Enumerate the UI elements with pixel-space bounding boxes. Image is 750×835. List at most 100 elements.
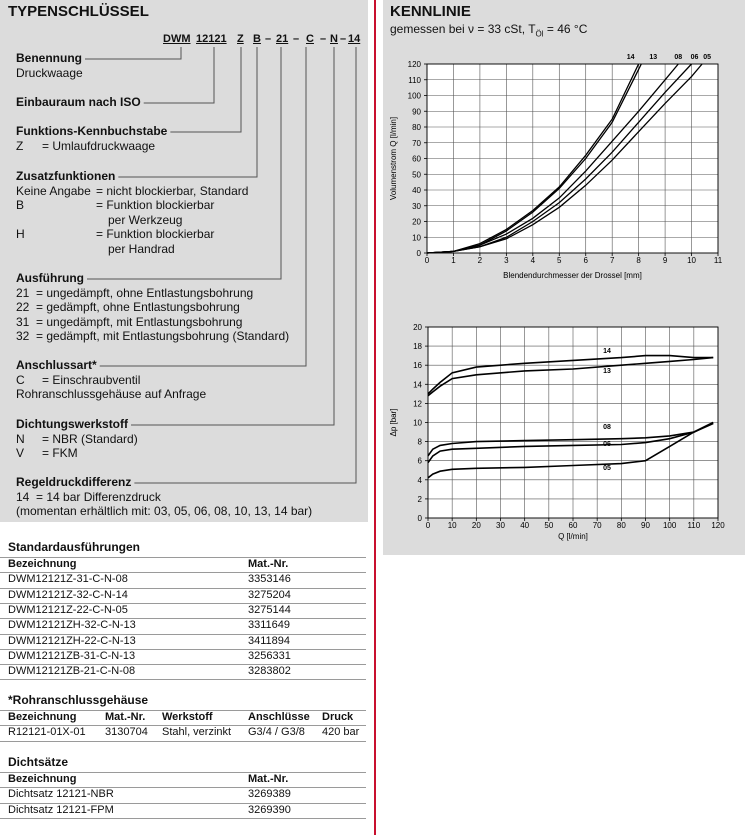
curve (427, 356, 714, 397)
table-cell: DWM12121ZB-31-C-N-13 (8, 649, 136, 662)
table-header: Werkstoff (162, 711, 213, 723)
curve (427, 422, 714, 464)
row-line (0, 817, 366, 819)
y-tick-label: 10 (412, 233, 421, 242)
code-part: – (340, 33, 347, 45)
table-cell: 3311649 (248, 619, 291, 632)
kennlinie-title: KENNLINIE (390, 3, 471, 20)
table-cell: 3269390 (248, 803, 291, 816)
table-cell: DWM12121Z-32-C-N-14 (8, 588, 128, 601)
table-title: Dichtsätze (8, 755, 69, 769)
y-tick-label: 60 (412, 155, 421, 164)
item-text: = 14 bar Differenzdruck (36, 489, 161, 504)
row-line (0, 679, 366, 681)
x-tick-label: 3 (504, 256, 509, 265)
x-axis-title: Blendendurchmesser der Drossel [mm] (503, 271, 642, 280)
code-part: B (253, 33, 261, 45)
item-row: Z = Umlaufdruckwaage (16, 139, 366, 154)
code-part: C (306, 33, 314, 45)
y-tick-label: 20 (413, 323, 422, 332)
y-tick-label: 80 (412, 123, 421, 132)
y-tick-label: 0 (417, 249, 422, 258)
table-cell: 420 bar (322, 726, 360, 739)
x-tick-label: 110 (687, 521, 700, 530)
y-tick-label: 70 (412, 139, 421, 148)
x-tick-label: 60 (569, 521, 578, 530)
x-tick-label: 4 (531, 256, 536, 265)
x-tick-label: 80 (617, 521, 626, 530)
typenschluessel-title: TYPENSCHLÜSSEL (8, 3, 149, 20)
row-line (0, 725, 366, 727)
subtitle-sub: Öl (535, 29, 544, 39)
item-key: V (16, 446, 25, 460)
row-line (0, 602, 366, 604)
x-tick-label: 9 (663, 256, 668, 265)
item-key: N (16, 431, 25, 446)
series-label: 13 (603, 368, 611, 375)
y-tick-label: 2 (418, 495, 423, 504)
y-tick-label: 12 (413, 399, 422, 408)
connector (143, 47, 215, 104)
section-heading: Funktions-Kennbuchstabe (16, 124, 168, 138)
y-tick-label: 0 (418, 514, 423, 523)
x-tick-label: 20 (472, 521, 481, 530)
row-line (0, 740, 366, 742)
table-cell: 3275144 (248, 603, 291, 616)
section: Regeldruckdifferenz 14 = 14 bar Differenzd… (16, 475, 366, 519)
series-label: 06 (691, 54, 699, 61)
series-label: 05 (603, 465, 611, 472)
y-axis-title: Volumenstrom Q [l/min] (389, 117, 398, 200)
code-part: 21 (276, 33, 289, 45)
item-text: (momentan erhältlich mit: 03, 05, 06, 08… (16, 504, 313, 518)
row-line (0, 572, 366, 574)
table-header: Bezeichnung (8, 711, 77, 723)
table-header: Mat.-Nr. (105, 711, 146, 723)
y-tick-label: 6 (418, 457, 423, 466)
row-line (0, 772, 366, 773)
series-label: 14 (627, 54, 635, 61)
item-text: = ungedämpft, mit Entlastungsbohrung (36, 314, 243, 329)
y-tick-label: 4 (418, 476, 423, 485)
table-cell: 3353146 (248, 573, 291, 586)
y-tick-label: 18 (413, 342, 422, 351)
table-cell: Dichtsatz 12121-NBR (8, 788, 114, 801)
item-key: Keine Angabe (16, 183, 91, 198)
item-text: = gedämpft, mit Entlastungsbohrung (Stan… (36, 329, 290, 343)
section: Zusatzfunktionen Keine Angabe = nicht bloc… (16, 169, 366, 256)
item-row: Rohranschlussgehäuse auf Anfrage (16, 387, 366, 402)
item-key: 21 (16, 285, 30, 300)
section-heading: Einbauraum nach ISO (16, 95, 141, 109)
x-tick-label: 120 (711, 521, 725, 530)
x-tick-label: 70 (593, 521, 602, 530)
table-cell: DWM12121Z-22-C-N-05 (8, 603, 128, 616)
row-line (0, 557, 366, 558)
section: Einbauraum nach ISO (16, 95, 366, 110)
item-text: Druckwaage (16, 65, 83, 80)
section: Benennung Druckwaage (16, 51, 366, 80)
x-tick-label: 30 (496, 521, 505, 530)
row-line (0, 787, 366, 789)
code-part: – (320, 33, 327, 45)
connector (134, 47, 357, 484)
subtitle-text: = 46 °C (543, 22, 588, 36)
item-text: = Einschraubventil (42, 372, 141, 387)
section-heading: Zusatzfunktionen (16, 169, 116, 183)
item-row: N = NBR (Standard) (16, 432, 366, 447)
item-row: V = FKM (16, 446, 366, 461)
table-header: Anschlüsse (248, 711, 310, 723)
series-label: 08 (603, 424, 611, 431)
item-row: 22 = gedämpft, ohne Entlastungsbohrung (16, 300, 366, 315)
item-key: B (16, 198, 25, 212)
section-heading: Dichtungswerkstoff (16, 417, 129, 431)
section-heading: Regeldruckdifferenz (16, 475, 132, 489)
item-row: 31 = ungedämpft, mit Entlastungsbohrung (16, 315, 366, 330)
section-heading: Anschlussart* (16, 358, 97, 372)
x-tick-label: 2 (478, 256, 483, 265)
code-part: Z (237, 33, 244, 45)
x-tick-label: 0 (426, 521, 431, 530)
item-row: 14 = 14 bar Differenzdruck (16, 490, 366, 505)
y-tick-label: 50 (412, 170, 421, 179)
table-header: Druck (322, 711, 354, 723)
y-tick-label: 10 (413, 419, 422, 428)
x-tick-label: 5 (557, 256, 562, 265)
